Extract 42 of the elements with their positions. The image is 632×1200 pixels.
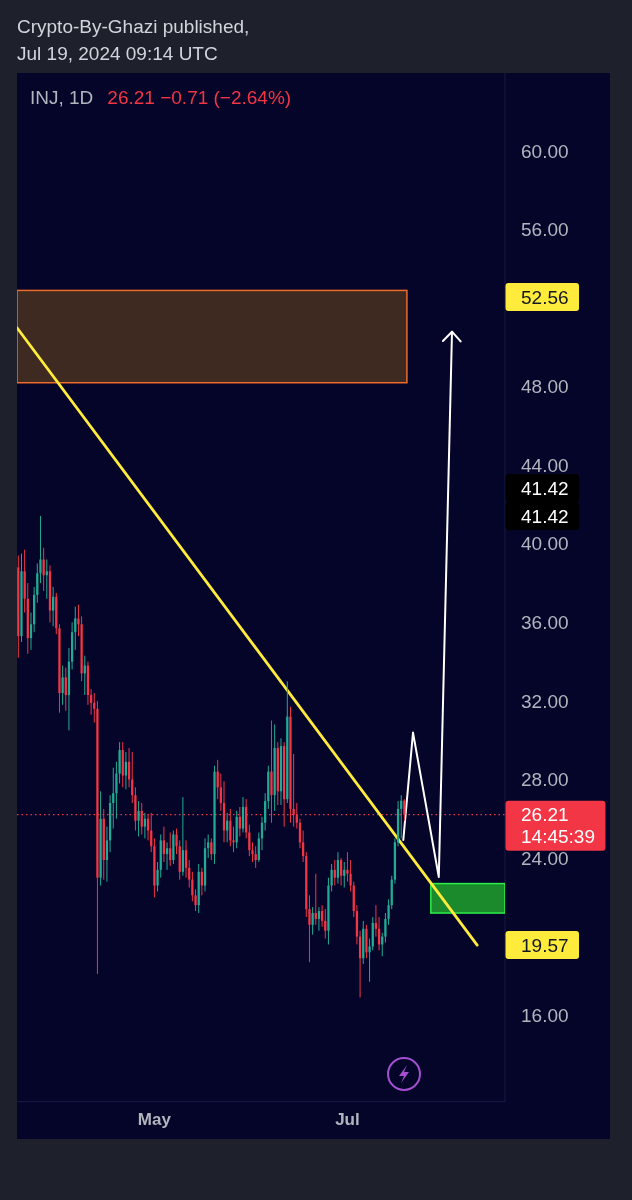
y-tick-label: 40.00 [521, 533, 569, 555]
text: 41.42 [521, 505, 569, 527]
candlestick [241, 796, 245, 834]
candlestick [403, 798, 406, 822]
text: 14:45:39 [521, 826, 595, 848]
text: 41.42 [521, 477, 569, 499]
candlestick [343, 861, 346, 889]
y-tick-label: 16.00 [521, 1004, 569, 1026]
candlestick [336, 851, 340, 885]
text: INJ, 1D [30, 87, 94, 108]
candlestick [165, 841, 169, 871]
x-tick-label: Jul [335, 1109, 360, 1129]
candlestick [365, 924, 368, 959]
candlestick [42, 547, 45, 592]
y-tick-label: 60.00 [521, 140, 569, 162]
candlestick [51, 586, 55, 627]
candlestick [324, 908, 327, 940]
y-tick-label: 44.00 [521, 454, 569, 476]
text: 52.56 [521, 286, 569, 308]
text: 19.57 [521, 934, 569, 956]
candlestick [162, 826, 166, 863]
text: Jul 19, 2024 09:14 UTC [17, 43, 218, 64]
candlestick [254, 845, 257, 869]
candlestick [200, 867, 203, 896]
x-tick-label: May [137, 1109, 172, 1129]
y-tick-label: 28.00 [521, 769, 569, 791]
candlestick [137, 800, 140, 837]
y-tick-label: 24.00 [521, 847, 569, 869]
candlestick [314, 873, 317, 926]
y-tick-label: 32.00 [521, 690, 569, 712]
text: 26.21 −0.71 (−2.64%) [107, 87, 292, 108]
text: Crypto-By-Ghazi published, [17, 16, 250, 37]
candlestick [226, 812, 229, 843]
candlestick [320, 904, 324, 928]
y-tick-label: 36.00 [521, 612, 569, 633]
candlestick [124, 751, 128, 790]
y-tick-label: 56.00 [521, 219, 569, 241]
candlestick [184, 839, 188, 879]
y-tick-label: 48.00 [521, 376, 569, 398]
candlestick [311, 906, 314, 936]
candlestick [61, 665, 64, 706]
ref-line-label: 26.21 [521, 804, 569, 826]
